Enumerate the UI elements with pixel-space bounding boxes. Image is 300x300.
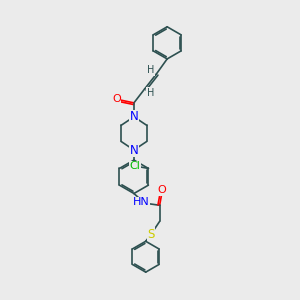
Text: N: N (130, 143, 138, 157)
Text: S: S (147, 228, 155, 241)
Text: H: H (147, 65, 154, 75)
Text: O: O (112, 94, 121, 103)
Text: HN: HN (132, 197, 149, 207)
Text: H: H (147, 88, 154, 98)
Text: O: O (158, 185, 166, 195)
Text: N: N (130, 110, 138, 123)
Text: Cl: Cl (130, 161, 140, 171)
